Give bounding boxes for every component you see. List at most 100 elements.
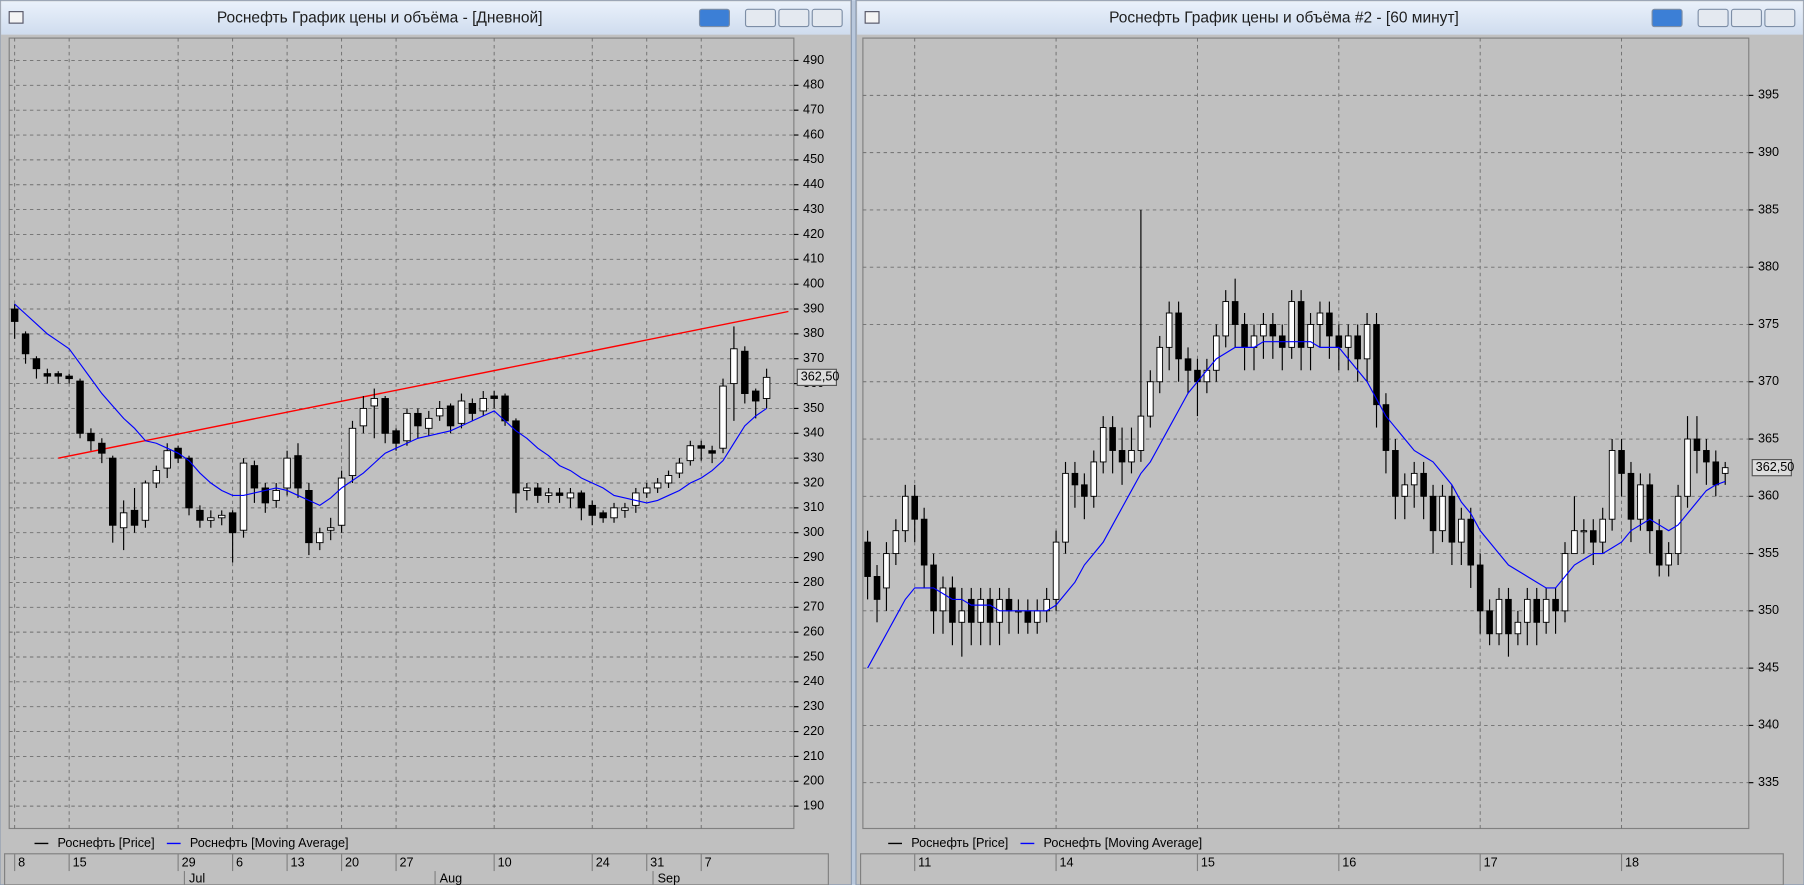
candle-body xyxy=(1608,450,1616,520)
maximize-button[interactable] xyxy=(778,8,810,28)
minimize-button[interactable] xyxy=(1697,8,1729,28)
candle-body xyxy=(1637,484,1644,520)
candle-body xyxy=(305,490,313,544)
y-tick-label: 430 xyxy=(803,202,824,216)
candle-body xyxy=(939,587,947,612)
candle-body xyxy=(1363,324,1371,360)
candle-body xyxy=(1307,324,1314,348)
y-tick-label: 350 xyxy=(1758,603,1779,617)
window-icon[interactable] xyxy=(8,11,24,24)
close-button[interactable] xyxy=(811,8,843,28)
candle-body xyxy=(294,455,302,489)
candle-body xyxy=(1599,518,1606,543)
y-tick-label: 375 xyxy=(1758,317,1779,331)
candle-body xyxy=(741,350,749,394)
candle-body xyxy=(1542,598,1550,623)
candle-body xyxy=(414,412,422,427)
close-button[interactable] xyxy=(1764,8,1796,28)
candle-body xyxy=(337,477,346,526)
pin-button[interactable] xyxy=(1651,8,1683,28)
candle-body xyxy=(555,492,564,496)
y-tick-label: 490 xyxy=(803,53,824,67)
candle-body xyxy=(250,465,259,489)
candle-body xyxy=(920,518,928,566)
candle-body xyxy=(751,390,760,402)
candle-body xyxy=(599,512,607,519)
pin-button[interactable] xyxy=(698,8,730,28)
candle-body xyxy=(1222,301,1230,337)
candle-body xyxy=(261,487,270,504)
candle-body xyxy=(370,398,379,407)
candle-body xyxy=(892,530,900,555)
last-price-label: 362,50 xyxy=(801,370,840,384)
candle-body xyxy=(425,417,433,429)
candle-body xyxy=(588,504,596,516)
y-tick-label: 250 xyxy=(803,649,824,663)
moving-average-line xyxy=(867,341,1726,669)
x-axis-strip xyxy=(860,853,1784,885)
x-axis-strip xyxy=(4,853,829,885)
y-tick-label: 410 xyxy=(803,252,824,266)
month-label: Sep xyxy=(658,871,681,885)
y-tick-label: 345 xyxy=(1758,660,1779,674)
y-tick-label: 190 xyxy=(803,798,824,812)
y-tick-label: 470 xyxy=(803,103,824,117)
y-tick-label: 300 xyxy=(803,525,824,539)
candle-body xyxy=(1561,553,1569,612)
candle-body xyxy=(1514,621,1522,635)
candle-body xyxy=(1288,301,1295,348)
title-bar xyxy=(857,1,1803,35)
candle-body xyxy=(490,395,498,399)
candle-body xyxy=(977,598,984,623)
candle-body xyxy=(1589,530,1597,543)
candle-body xyxy=(653,482,662,489)
minimize-button[interactable] xyxy=(744,8,777,28)
candle-body xyxy=(457,400,466,424)
x-tick-label: 31 xyxy=(650,855,664,869)
y-tick-label: 230 xyxy=(803,699,824,713)
y-tick-label: 280 xyxy=(803,575,824,589)
candle-body xyxy=(435,407,444,417)
y-tick-label: 395 xyxy=(1758,88,1779,102)
candle-body xyxy=(43,373,52,377)
candle-body xyxy=(1495,598,1503,635)
candle-body xyxy=(87,432,95,442)
candle-body xyxy=(883,553,890,589)
candle-body xyxy=(1260,324,1267,337)
candle-body xyxy=(1033,610,1041,623)
candle-body xyxy=(1213,335,1220,371)
candle-body xyxy=(1458,518,1465,543)
candle-body xyxy=(730,348,738,385)
month-label: Jul xyxy=(189,871,205,885)
x-tick-label: 18 xyxy=(1625,855,1639,869)
maximize-button[interactable] xyxy=(1730,8,1763,28)
candle-body xyxy=(348,427,357,477)
x-tick-label: 8 xyxy=(18,855,25,869)
trendline xyxy=(58,310,789,459)
x-tick-label: 13 xyxy=(291,855,305,869)
y-tick-label: 400 xyxy=(803,277,824,291)
legend-label: Роснефть [Moving Average] xyxy=(1044,836,1203,850)
y-tick-label: 310 xyxy=(803,500,824,514)
candle-body xyxy=(109,457,117,526)
candle-body xyxy=(217,514,226,519)
y-tick-label: 320 xyxy=(803,475,824,489)
window-icon[interactable] xyxy=(864,11,880,24)
candle-body xyxy=(1627,472,1635,520)
candle-body xyxy=(686,445,695,462)
y-tick-label: 360 xyxy=(1758,489,1779,503)
plot-area xyxy=(8,37,795,830)
candle-body xyxy=(1580,530,1588,533)
candle-body xyxy=(873,576,881,600)
candle-body xyxy=(523,487,531,491)
candle-body xyxy=(1175,312,1182,360)
candle-body xyxy=(468,403,477,414)
candle-body xyxy=(967,598,975,623)
candle-body xyxy=(566,492,575,499)
candle-body xyxy=(207,517,215,521)
candle-body xyxy=(1382,404,1390,451)
y-tick-label: 370 xyxy=(1758,374,1779,388)
candle-body xyxy=(119,512,128,529)
y-tick-label: 340 xyxy=(803,426,824,440)
candle-body xyxy=(1665,553,1672,566)
